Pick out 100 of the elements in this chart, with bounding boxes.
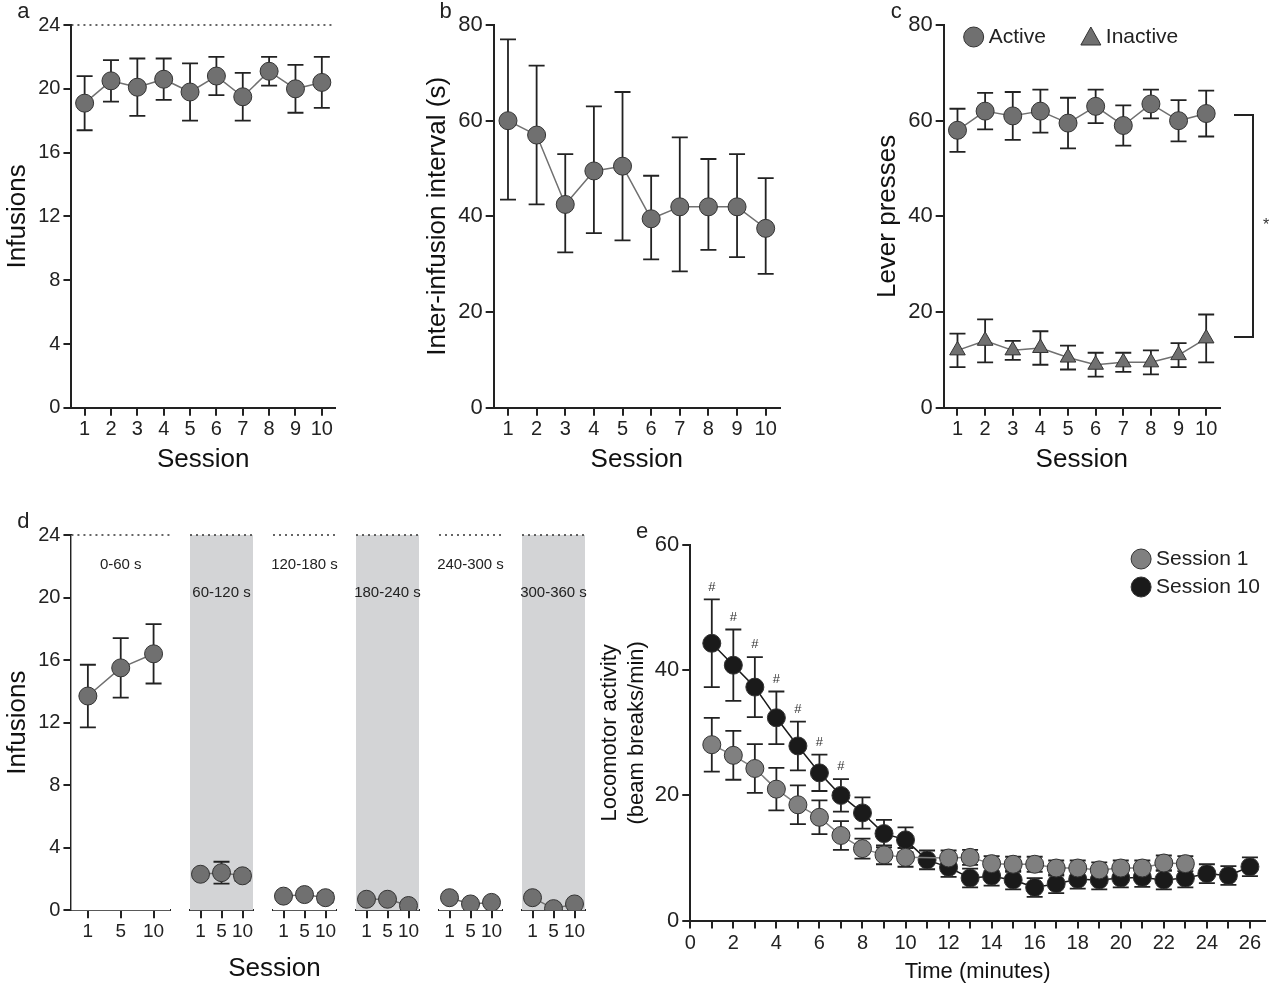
band-label: 60-120 s xyxy=(192,583,251,601)
annotation: # xyxy=(729,608,738,624)
x-tick-label: 10 xyxy=(1195,417,1218,440)
x-tick-label: 5 xyxy=(548,919,559,941)
y-tick-label: 20 xyxy=(38,76,61,99)
y-tick-label: 60 xyxy=(458,106,483,132)
x-tick-label: 5 xyxy=(115,919,127,941)
y-tick-label: 60 xyxy=(654,531,680,557)
annotation: # xyxy=(794,700,803,716)
y-tick-label: 12 xyxy=(38,203,61,226)
x-tick-label: 2 xyxy=(531,417,543,440)
x-tick-label: 4 xyxy=(770,931,782,954)
x-tick-label: 5 xyxy=(184,417,196,440)
x-axis-title: Session xyxy=(228,952,321,983)
chart-title: b xyxy=(439,0,452,24)
x-tick-label: 16 xyxy=(1023,931,1046,954)
y-tick-label: 20 xyxy=(38,585,61,608)
x-tick-label: 6 xyxy=(1090,417,1102,440)
y-tick-label: 4 xyxy=(49,835,61,858)
x-tick-label: 10 xyxy=(397,919,420,941)
y-tick-label: 8 xyxy=(49,772,61,795)
x-tick-label: 8 xyxy=(702,417,714,440)
x-tick-label: 5 xyxy=(382,919,393,941)
x-tick-label: 24 xyxy=(1195,931,1219,954)
y-tick-label: 60 xyxy=(908,106,933,132)
legend-label: Session 10 xyxy=(1156,573,1260,597)
x-tick-label: 1 xyxy=(527,919,538,941)
x-tick-label: 2 xyxy=(979,417,991,440)
band-label: 120-180 s xyxy=(271,555,338,573)
x-tick-label: 1 xyxy=(195,919,206,941)
y-axis-title: Lever presses xyxy=(870,134,901,299)
annotation: # xyxy=(708,578,717,594)
x-tick-label: 5 xyxy=(216,919,227,941)
x-tick-label: 10 xyxy=(563,919,586,941)
y-tick-label: 12 xyxy=(38,710,61,733)
y-tick-label: 8 xyxy=(49,267,61,290)
x-axis-title: Session xyxy=(590,442,684,473)
x-tick-label: 1 xyxy=(444,919,455,941)
x-tick-label: 9 xyxy=(731,417,743,440)
x-tick-label: 1 xyxy=(361,919,372,941)
y-tick-label: 20 xyxy=(458,298,483,324)
x-tick-label: 3 xyxy=(131,417,143,440)
x-tick-label: 10 xyxy=(480,919,503,941)
band-label: 240-300 s xyxy=(437,555,504,573)
x-tick-label: 4 xyxy=(1034,417,1046,440)
text: * xyxy=(1262,216,1270,234)
x-tick-label: 22 xyxy=(1152,931,1175,954)
x-tick-label: 1 xyxy=(82,919,94,941)
x-tick-label: 2 xyxy=(105,417,117,440)
x-tick-label: 2 xyxy=(727,931,739,954)
chart-title: a xyxy=(17,0,31,24)
x-tick-label: 4 xyxy=(588,417,600,440)
y-axis-title: Locomotor activity (beam breaks/min) xyxy=(596,641,648,825)
y-tick-label: 0 xyxy=(49,395,61,418)
x-tick-label: 1 xyxy=(951,417,964,440)
x-tick-label: 6 xyxy=(210,417,222,440)
x-tick-label: 5 xyxy=(1062,417,1074,440)
band-label: 300-360 s xyxy=(520,583,587,601)
y-tick-label: 40 xyxy=(908,202,933,228)
y-tick-label: 0 xyxy=(470,393,483,419)
y-tick-label: 16 xyxy=(38,140,61,163)
x-tick-label: 26 xyxy=(1238,931,1262,954)
legend-label: Active xyxy=(988,23,1046,47)
x-tick-label: 8 xyxy=(263,417,275,440)
x-axis-title: Session xyxy=(156,442,250,473)
x-tick-label: 3 xyxy=(1007,417,1019,440)
y-tick-label: 20 xyxy=(654,781,680,807)
y-tick-label: 80 xyxy=(458,11,483,37)
x-tick-label: 14 xyxy=(980,931,1003,954)
chart-title: d xyxy=(17,508,30,534)
y-tick-label: 24 xyxy=(38,12,61,35)
y-tick-label: 16 xyxy=(38,647,61,670)
annotation: # xyxy=(751,636,760,652)
x-tick-label: 1 xyxy=(79,417,91,440)
x-axis-title: Time (minutes) xyxy=(904,957,1051,983)
x-tick-label: 5 xyxy=(299,919,310,941)
x-tick-label: 5 xyxy=(616,417,629,440)
x-tick-label: 4 xyxy=(158,417,170,440)
chart-title: c xyxy=(890,0,902,24)
x-tick-label: 12 xyxy=(937,931,960,954)
x-tick-label: 8 xyxy=(856,931,869,954)
x-tick-label: 10 xyxy=(894,931,917,954)
chart-title: e xyxy=(636,518,649,544)
x-tick-label: 10 xyxy=(231,919,254,941)
x-tick-label: 1 xyxy=(278,919,289,941)
y-tick-label: 0 xyxy=(920,393,933,419)
x-tick-label: 9 xyxy=(1172,417,1185,440)
y-axis-title: Inter-infusion interval (s) xyxy=(420,76,451,356)
x-tick-label: 7 xyxy=(1117,417,1129,440)
x-tick-label: 20 xyxy=(1109,931,1132,954)
x-tick-label: 6 xyxy=(813,931,825,954)
y-tick-label: 24 xyxy=(38,522,61,545)
x-tick-label: 10 xyxy=(754,417,777,440)
x-tick-label: 8 xyxy=(1145,417,1157,440)
annotation: # xyxy=(815,733,824,749)
band-label: 0-60 s xyxy=(99,555,142,573)
legend-label: Inactive xyxy=(1105,23,1179,47)
x-tick-label: 7 xyxy=(674,417,686,440)
y-tick-label: 40 xyxy=(654,656,680,682)
y-tick-label: 40 xyxy=(458,202,483,228)
